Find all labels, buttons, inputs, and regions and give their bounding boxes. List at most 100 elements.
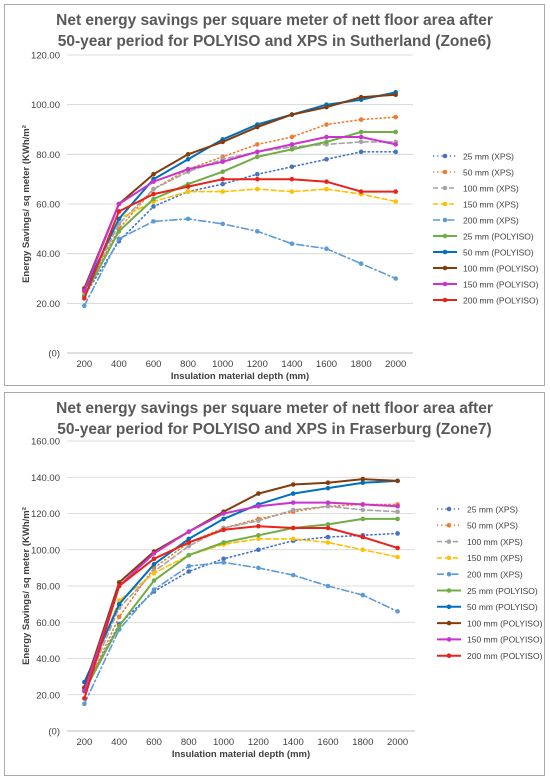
legend-marker-200-mm-polyiso xyxy=(446,653,452,658)
legend-marker-50-mm-polyiso xyxy=(442,249,448,255)
data-point-25-mm-xps xyxy=(151,204,156,209)
chart-title-line-1: Net energy savings per square meter of n… xyxy=(56,400,493,417)
series-line-50-mm-xps xyxy=(83,116,397,295)
series-line-150-mm-xps xyxy=(83,188,397,295)
data-point-200-mm-xps xyxy=(221,560,226,565)
data-point-100-mm-polyiso xyxy=(256,491,261,496)
data-point-150-mm-xps xyxy=(395,554,400,560)
data-point-25-mm-xps xyxy=(393,149,399,155)
data-point-150-mm-polyiso xyxy=(221,511,226,516)
data-point-150-mm-xps xyxy=(360,547,366,553)
legend-marker-50-mm-polyiso xyxy=(446,604,452,610)
data-point-25-mm-polyiso xyxy=(324,139,329,145)
legend-marker-25-mm-xps xyxy=(446,506,452,512)
x-tick-label: 400 xyxy=(111,737,127,748)
data-point-200-mm-xps xyxy=(256,565,261,571)
data-point-150-mm-polyiso xyxy=(358,134,364,140)
data-point-100-mm-polyiso xyxy=(290,482,296,487)
data-point-150-mm-xps xyxy=(220,189,225,194)
legend-label-100-mm-polyiso: 100 mm (POLYISO) xyxy=(467,618,543,628)
data-point-100-mm-xps xyxy=(360,507,366,513)
series-line-100-mm-polyiso xyxy=(83,93,397,290)
data-point-100-mm-polyiso xyxy=(393,92,399,98)
data-point-200-mm-xps xyxy=(82,701,87,707)
data-point-100-mm-polyiso xyxy=(220,139,225,145)
x-tick-label: 2000 xyxy=(385,359,406,370)
data-point-200-mm-xps xyxy=(324,246,329,251)
data-point-150-mm-polyiso xyxy=(82,288,87,294)
data-point-200-mm-xps xyxy=(116,236,122,242)
data-point-150-mm-xps xyxy=(325,540,331,545)
data-point-25-mm-xps xyxy=(395,531,400,536)
data-point-200-mm-xps xyxy=(395,609,400,614)
data-point-150-mm-xps xyxy=(256,536,261,542)
legend-marker-200-mm-xps xyxy=(446,571,452,577)
data-point-150-mm-polyiso xyxy=(324,134,329,140)
data-point-25-mm-polyiso xyxy=(256,532,261,538)
data-point-25-mm-polyiso xyxy=(360,516,366,522)
legend-label-100-mm-polyiso: 100 mm (POLYISO) xyxy=(463,263,539,273)
data-point-200-mm-xps xyxy=(358,261,364,266)
data-point-150-mm-polyiso xyxy=(256,503,261,509)
data-point-200-mm-polyiso xyxy=(151,191,156,197)
data-point-100-mm-polyiso xyxy=(360,476,366,482)
legend-label-50-mm-polyiso: 50 mm (POLYISO) xyxy=(463,247,534,257)
x-axis-label: Insulation material depth (mm) xyxy=(172,749,310,760)
data-point-50-mm-polyiso xyxy=(221,516,226,522)
legend-label-25-mm-polyiso: 25 mm (POLYISO) xyxy=(463,231,534,241)
y-tick-label: 80.00 xyxy=(36,150,60,161)
legend-marker-50-mm-xps xyxy=(442,169,448,175)
data-point-200-mm-polyiso xyxy=(255,176,260,182)
data-point-200-mm-polyiso xyxy=(324,179,329,184)
series-line-150-mm-polyiso xyxy=(83,136,397,292)
data-point-25-mm-xps xyxy=(221,556,226,562)
data-point-200-mm-xps xyxy=(151,587,157,592)
data-point-25-mm-xps xyxy=(220,181,225,187)
series-line-50-mm-xps xyxy=(83,503,399,692)
x-tick-label: 1000 xyxy=(213,737,234,748)
legend-label-50-mm-polyiso: 50 mm (POLYISO) xyxy=(467,602,538,612)
data-point-25-mm-polyiso xyxy=(289,147,295,152)
data-point-200-mm-polyiso xyxy=(360,534,366,540)
legend-label-25-mm-xps: 25 mm (XPS) xyxy=(467,504,518,514)
data-point-200-mm-xps xyxy=(290,572,296,578)
y-tick-label: 40.00 xyxy=(36,249,60,260)
data-point-25-mm-polyiso xyxy=(325,522,331,527)
data-point-25-mm-polyiso xyxy=(116,229,122,234)
data-point-150-mm-polyiso xyxy=(325,500,331,505)
data-point-150-mm-polyiso xyxy=(395,503,400,509)
data-point-50-mm-xps xyxy=(116,614,122,620)
legend-marker-25-mm-xps xyxy=(442,153,448,159)
series-line-200-mm-polyiso xyxy=(83,525,399,700)
data-point-150-mm-polyiso xyxy=(185,166,191,172)
legend-marker-100-mm-polyiso xyxy=(446,620,452,626)
data-point-200-mm-xps xyxy=(289,241,295,247)
data-point-200-mm-polyiso xyxy=(256,523,261,529)
data-point-200-mm-polyiso xyxy=(325,525,331,531)
data-point-50-mm-polyiso xyxy=(151,561,157,567)
data-point-150-mm-polyiso xyxy=(220,159,225,165)
data-point-50-mm-polyiso xyxy=(360,480,366,485)
y-tick-label: 140.00 xyxy=(31,473,60,484)
data-point-150-mm-polyiso xyxy=(255,149,260,155)
data-point-25-mm-polyiso xyxy=(220,169,225,175)
legend-label-25-mm-polyiso: 25 mm (POLYISO) xyxy=(467,586,538,596)
data-point-25-mm-xps xyxy=(325,534,331,540)
y-tick-label: 60.00 xyxy=(36,200,60,211)
series-line-100-mm-xps xyxy=(83,141,397,295)
series-line-150-mm-xps xyxy=(83,538,399,689)
chart-sutherland-zone6: Net energy savings per square meter of n… xyxy=(4,4,545,386)
legend-label-50-mm-xps: 50 mm (XPS) xyxy=(463,167,514,177)
x-tick-label: 1800 xyxy=(352,737,373,748)
x-tick-label: 200 xyxy=(76,359,92,370)
data-point-150-mm-xps xyxy=(151,571,157,576)
data-point-200-mm-polyiso xyxy=(393,189,399,194)
data-point-150-mm-polyiso xyxy=(151,551,157,556)
series-line-200-mm-xps xyxy=(83,218,397,307)
data-point-100-mm-polyiso xyxy=(358,94,364,100)
data-point-25-mm-polyiso xyxy=(255,154,260,160)
data-point-200-mm-xps xyxy=(360,592,366,598)
legend-marker-200-mm-polyiso xyxy=(442,297,448,303)
y-axis-label: Energy Savings/ sq meter (KWh/m² xyxy=(21,507,32,665)
data-point-200-mm-polyiso xyxy=(290,525,296,531)
